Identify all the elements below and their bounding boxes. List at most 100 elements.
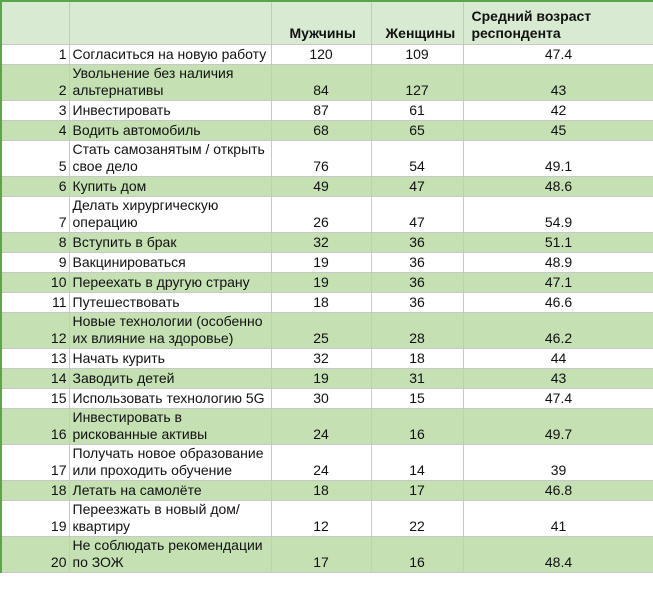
row-number: 4 bbox=[0, 120, 70, 141]
row-number: 9 bbox=[0, 252, 70, 273]
average-age: 47.1 bbox=[462, 272, 653, 293]
item-label: Стать самозанятым / открыть свое дело bbox=[68, 140, 272, 177]
item-label: Использовать технологию 5G bbox=[68, 388, 272, 409]
women-count: 18 bbox=[370, 348, 464, 369]
table-row: 6 Купить дом 49 47 48.6 bbox=[0, 176, 653, 197]
women-count: 65 bbox=[370, 120, 464, 141]
men-count: 84 bbox=[270, 64, 372, 101]
row-number: 11 bbox=[0, 292, 70, 313]
table-row: 10 Переехать в другую страну 19 36 47.1 bbox=[0, 272, 653, 293]
average-age: 43 bbox=[462, 368, 653, 389]
average-age: 48.4 bbox=[462, 536, 653, 573]
row-number: 10 bbox=[0, 272, 70, 293]
average-age: 46.2 bbox=[462, 312, 653, 349]
average-age: 47.4 bbox=[462, 44, 653, 65]
women-count: 31 bbox=[370, 368, 464, 389]
row-number: 16 bbox=[0, 408, 70, 445]
women-count: 127 bbox=[370, 64, 464, 101]
item-label: Начать курить bbox=[68, 348, 272, 369]
item-label: Инвестировать в рискованные активы bbox=[68, 408, 272, 445]
item-label: Делать хирургическую операцию bbox=[68, 196, 272, 233]
item-label: Новые технологии (особенно их влияние на… bbox=[68, 312, 272, 349]
row-number: 18 bbox=[0, 480, 70, 501]
row-number: 6 bbox=[0, 176, 70, 197]
table-row: 19 Переезжать в новый дом/квартиру 12 22 41 bbox=[0, 500, 653, 537]
header-cell: Мужчины bbox=[270, 0, 372, 45]
women-count: 36 bbox=[370, 272, 464, 293]
table-row: 1 Согласиться на новую работу 120 109 47.4 bbox=[0, 44, 653, 65]
men-count: 24 bbox=[270, 408, 372, 445]
average-age: 46.8 bbox=[462, 480, 653, 501]
row-number: 19 bbox=[0, 500, 70, 537]
men-count: 68 bbox=[270, 120, 372, 141]
men-count: 30 bbox=[270, 388, 372, 409]
row-number: 3 bbox=[0, 100, 70, 121]
men-count: 76 bbox=[270, 140, 372, 177]
item-label: Переехать в другую страну bbox=[68, 272, 272, 293]
men-count: 19 bbox=[270, 252, 372, 273]
header-cell bbox=[68, 0, 272, 45]
item-label: Вступить в брак bbox=[68, 232, 272, 253]
women-count: 47 bbox=[370, 176, 464, 197]
average-age: 42 bbox=[462, 100, 653, 121]
average-age: 49.1 bbox=[462, 140, 653, 177]
women-count: 28 bbox=[370, 312, 464, 349]
table-row: 3 Инвестировать 87 61 42 bbox=[0, 100, 653, 121]
table-row: 20 Не соблюдать рекомендации по ЗОЖ 17 16 48… bbox=[0, 536, 653, 573]
header-cell: Женщины bbox=[370, 0, 464, 45]
header-cell bbox=[0, 0, 70, 45]
average-age: 48.6 bbox=[462, 176, 653, 197]
row-number: 15 bbox=[0, 388, 70, 409]
item-label: Инвестировать bbox=[68, 100, 272, 121]
item-label: Увольнение без наличия альтернативы bbox=[68, 64, 272, 101]
row-number: 17 bbox=[0, 444, 70, 481]
table-row: 15 Использовать технологию 5G 30 15 47.4 bbox=[0, 388, 653, 409]
average-age: 46.6 bbox=[462, 292, 653, 313]
header-row: Мужчины Женщины Средний возраст респонде… bbox=[0, 0, 653, 45]
women-count: 36 bbox=[370, 252, 464, 273]
table-row: 2 Увольнение без наличия альтернативы 84 12… bbox=[0, 64, 653, 101]
men-count: 18 bbox=[270, 480, 372, 501]
table-row: 13 Начать курить 32 18 44 bbox=[0, 348, 653, 369]
men-count: 32 bbox=[270, 232, 372, 253]
women-count: 36 bbox=[370, 292, 464, 313]
item-label: Согласиться на новую работу bbox=[68, 44, 272, 65]
row-number: 7 bbox=[0, 196, 70, 233]
men-count: 26 bbox=[270, 196, 372, 233]
row-number: 20 bbox=[0, 536, 70, 573]
men-count: 120 bbox=[270, 44, 372, 65]
row-number: 2 bbox=[0, 64, 70, 101]
item-label: Переезжать в новый дом/квартиру bbox=[68, 500, 272, 537]
average-age: 49.7 bbox=[462, 408, 653, 445]
average-age: 54.9 bbox=[462, 196, 653, 233]
men-count: 12 bbox=[270, 500, 372, 537]
row-number: 13 bbox=[0, 348, 70, 369]
row-number: 5 bbox=[0, 140, 70, 177]
women-count: 109 bbox=[370, 44, 464, 65]
men-count: 32 bbox=[270, 348, 372, 369]
women-count: 54 bbox=[370, 140, 464, 177]
item-label: Путешествовать bbox=[68, 292, 272, 313]
women-count: 61 bbox=[370, 100, 464, 121]
women-count: 22 bbox=[370, 500, 464, 537]
men-count: 87 bbox=[270, 100, 372, 121]
average-age: 44 bbox=[462, 348, 653, 369]
row-number: 12 bbox=[0, 312, 70, 349]
average-age: 47.4 bbox=[462, 388, 653, 409]
row-number: 1 bbox=[0, 44, 70, 65]
men-count: 17 bbox=[270, 536, 372, 573]
data-table: Мужчины Женщины Средний возраст респонде… bbox=[0, 0, 653, 573]
average-age: 39 bbox=[462, 444, 653, 481]
average-age: 51.1 bbox=[462, 232, 653, 253]
item-label: Купить дом bbox=[68, 176, 272, 197]
table-row: 8 Вступить в брак 32 36 51.1 bbox=[0, 232, 653, 253]
item-label: Получать новое образование или проходить… bbox=[68, 444, 272, 481]
item-label: Летать на самолёте bbox=[68, 480, 272, 501]
women-count: 16 bbox=[370, 408, 464, 445]
women-count: 17 bbox=[370, 480, 464, 501]
table-row: 17 Получать новое образование или проходи… bbox=[0, 444, 653, 481]
table-row: 11 Путешествовать 18 36 46.6 bbox=[0, 292, 653, 313]
item-label: Вакцинироваться bbox=[68, 252, 272, 273]
women-count: 36 bbox=[370, 232, 464, 253]
